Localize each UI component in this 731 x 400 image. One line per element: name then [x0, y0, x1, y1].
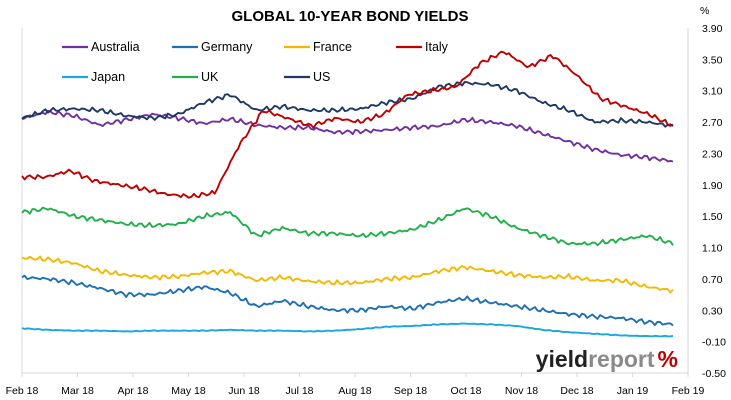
- x-tick-label: Jan 19: [617, 385, 649, 397]
- x-tick-label: Nov 18: [505, 385, 538, 397]
- x-tick-label: Sep 18: [394, 385, 427, 397]
- y-tick-label: 1.50: [702, 211, 723, 223]
- y-tick-label: 0.70: [702, 274, 723, 286]
- y-tick-label: 3.50: [702, 54, 723, 66]
- series-line-france: [21, 255, 674, 294]
- y-axis-ticks: 3.90 3.50 3.10 2.70 2.30 1.90 1.50 1.10 0.70 0.30…: [702, 23, 726, 380]
- logo-percent: %: [658, 346, 678, 372]
- x-tick-label: Jul 18: [285, 385, 313, 397]
- yieldreport-logo: yieldreport%: [536, 346, 678, 372]
- y-tick-label: 3.10: [702, 86, 723, 98]
- x-tick-label: Dec 18: [560, 385, 593, 397]
- series-line-italy: [21, 50, 674, 199]
- series-line-japan: [21, 322, 674, 338]
- x-tick-label: Oct 18: [451, 385, 482, 397]
- x-tick-label: Mar 18: [61, 385, 94, 397]
- logo-word-report: report: [588, 346, 655, 372]
- x-tick-label: Apr 18: [118, 385, 149, 397]
- y-tick-label: 1.10: [702, 243, 723, 255]
- y-tick-label: -0.50: [702, 368, 726, 380]
- series-line-australia: [21, 109, 674, 163]
- legend-label-italy: Italy: [425, 40, 449, 54]
- series-line-us: [21, 81, 674, 128]
- svg-text:yieldreport%: yieldreport%: [536, 346, 678, 372]
- legend-label-germany: Germany: [201, 40, 253, 54]
- legend-label-australia: Australia: [91, 40, 140, 54]
- legend-label-france: France: [313, 40, 352, 54]
- x-tick-label: Feb 18: [6, 385, 39, 397]
- y-tick-label: 2.70: [702, 117, 723, 129]
- legend-label-japan: Japan: [91, 70, 125, 84]
- x-tick-label: Aug 18: [338, 385, 371, 397]
- series-lines: [21, 50, 674, 338]
- x-axis-ticks: Feb 18 Mar 18 Apr 18 May 18 Jun 18 Jul 18 Aug …: [6, 373, 705, 397]
- series-line-germany: [21, 274, 674, 327]
- legend-label-us: US: [313, 70, 330, 84]
- y-tick-label: 1.90: [702, 180, 723, 192]
- x-tick-label: Jun 18: [228, 385, 260, 397]
- legend: Australia Germany France Italy Japan UK US: [62, 40, 449, 84]
- x-tick-label: Feb 19: [672, 385, 705, 397]
- x-tick-label: May 18: [171, 385, 206, 397]
- series-line-uk: [21, 206, 674, 247]
- y-tick-label: -0.10: [702, 337, 726, 349]
- y-tick-label: 3.90: [702, 23, 723, 35]
- y-axis-unit: %: [700, 5, 709, 17]
- legend-label-uk: UK: [201, 70, 219, 84]
- logo-word-yield: yield: [536, 346, 588, 372]
- chart-title: GLOBAL 10-YEAR BOND YIELDS: [232, 8, 469, 25]
- y-tick-label: 2.30: [702, 148, 723, 160]
- y-tick-label: 0.30: [702, 305, 723, 317]
